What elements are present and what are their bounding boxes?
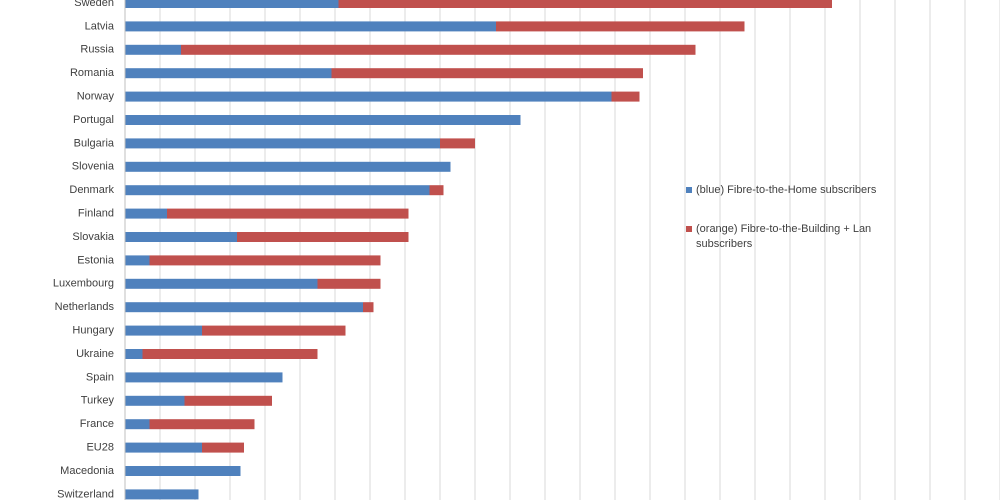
legend-line: (orange) Fibre-to-the-Building + Lan bbox=[696, 223, 871, 235]
bar bbox=[142, 349, 318, 359]
bar bbox=[125, 161, 451, 172]
y-tick-label: Russia bbox=[80, 44, 115, 56]
bar bbox=[125, 302, 363, 313]
bar bbox=[125, 442, 202, 453]
y-tick-label: Estonia bbox=[77, 254, 115, 266]
y-tick-label: Spain bbox=[86, 371, 114, 383]
bar bbox=[125, 44, 181, 55]
bar bbox=[125, 395, 185, 406]
bar bbox=[125, 0, 339, 8]
bar bbox=[125, 255, 150, 266]
bar bbox=[125, 466, 241, 476]
bar bbox=[237, 232, 409, 242]
bar bbox=[611, 91, 640, 102]
y-tick-label: Portugal bbox=[73, 114, 114, 126]
bar bbox=[331, 68, 643, 79]
y-tick-label: Netherlands bbox=[55, 301, 115, 313]
y-tick-label: EU28 bbox=[86, 442, 114, 454]
y-tick-label: Bulgaria bbox=[74, 137, 115, 149]
y-tick-label: Switzerland bbox=[57, 488, 114, 500]
bar bbox=[440, 138, 475, 149]
legend-label: (orange) Fibre-to-the-Building + Lan subs… bbox=[696, 223, 871, 250]
bar bbox=[181, 44, 696, 55]
bar bbox=[125, 419, 150, 430]
bar bbox=[125, 232, 237, 242]
bar bbox=[317, 278, 381, 289]
bar bbox=[125, 115, 521, 125]
legend-line: subscribers bbox=[696, 238, 753, 250]
bar bbox=[125, 349, 143, 359]
bar bbox=[125, 138, 440, 149]
bar bbox=[338, 0, 832, 8]
bar bbox=[167, 208, 409, 219]
y-tick-label: Latvia bbox=[85, 20, 115, 32]
bar bbox=[125, 68, 332, 79]
legend-swatch bbox=[686, 187, 692, 193]
y-tick-label: Slovakia bbox=[72, 231, 114, 243]
bar bbox=[125, 208, 167, 219]
bar bbox=[125, 185, 430, 196]
bar bbox=[125, 21, 496, 32]
bar bbox=[125, 91, 612, 102]
bar bbox=[125, 325, 202, 336]
y-tick-label: France bbox=[80, 418, 114, 430]
y-tick-label: Ukraine bbox=[76, 348, 114, 360]
bar bbox=[202, 442, 244, 453]
bar bbox=[202, 325, 346, 336]
y-tick-label: Hungary bbox=[72, 325, 114, 337]
bar bbox=[149, 255, 381, 266]
bar bbox=[363, 302, 374, 313]
bar bbox=[125, 372, 283, 383]
y-tick-label: Luxembourg bbox=[53, 278, 114, 290]
y-tick-label: Turkey bbox=[81, 395, 115, 407]
y-tick-label: Romania bbox=[70, 67, 115, 79]
legend-swatch bbox=[686, 226, 692, 232]
y-tick-label: Denmark bbox=[69, 184, 114, 196]
bar bbox=[496, 21, 745, 32]
bar bbox=[429, 185, 444, 196]
bar bbox=[125, 489, 199, 500]
y-tick-label: Slovenia bbox=[72, 161, 115, 173]
bar bbox=[184, 395, 272, 406]
bar bbox=[149, 419, 255, 430]
legend-label: (blue) Fibre-to-the-Home subscribers bbox=[696, 184, 877, 196]
bar bbox=[125, 278, 318, 289]
y-tick-label: Macedonia bbox=[60, 465, 115, 477]
y-tick-label: Norway bbox=[77, 91, 115, 103]
y-tick-label: Sweden bbox=[74, 0, 114, 9]
y-tick-label: Finland bbox=[78, 208, 114, 220]
